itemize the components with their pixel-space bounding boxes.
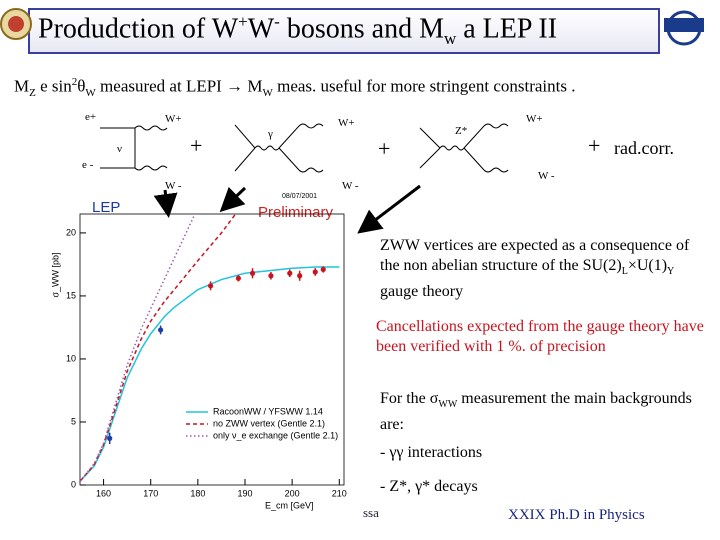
title-text: a LEP II bbox=[456, 13, 558, 45]
data-point bbox=[320, 266, 326, 273]
sub: L bbox=[621, 266, 628, 278]
text: gauge theory bbox=[380, 283, 464, 301]
sub: WW bbox=[438, 399, 458, 411]
data-point bbox=[235, 275, 241, 281]
sub: Z bbox=[29, 87, 36, 100]
data-point bbox=[268, 273, 274, 279]
title-text: bosons and M bbox=[279, 13, 444, 45]
x-tick-label: 190 bbox=[237, 488, 252, 498]
text: e sin bbox=[35, 76, 72, 96]
cancellations-text: Cancellations expected from the gauge th… bbox=[376, 318, 704, 355]
title-box bbox=[28, 8, 660, 54]
text: ZWW vertices are expected as a consequen… bbox=[380, 237, 690, 274]
sub: W bbox=[85, 87, 96, 100]
text: measurement the main backgrounds are: bbox=[380, 390, 692, 434]
logo-left bbox=[0, 8, 32, 40]
plus-sign: + bbox=[190, 133, 202, 158]
title-sub: w bbox=[443, 28, 457, 48]
footer-text: ssa bbox=[363, 505, 379, 520]
x-tick-label: 200 bbox=[285, 488, 300, 498]
title-sup: - bbox=[274, 12, 280, 31]
data-point bbox=[207, 283, 214, 289]
plus-sign: + bbox=[378, 136, 390, 161]
y-tick-label: 0 bbox=[71, 479, 76, 489]
data-point bbox=[287, 270, 293, 276]
data-point bbox=[249, 270, 256, 276]
text: meas. useful for more stringent constrai… bbox=[272, 76, 576, 96]
diagram-label: W+ bbox=[165, 113, 182, 125]
data-point bbox=[107, 435, 113, 441]
feynman-diagram bbox=[100, 123, 509, 173]
sub: W bbox=[262, 87, 273, 100]
y-tick-label: 15 bbox=[66, 290, 76, 300]
sup: 2 bbox=[71, 76, 78, 88]
x-tick-label: 180 bbox=[190, 488, 205, 498]
y-tick-label: 5 bbox=[71, 416, 76, 426]
footer-text: XXIX Ph.D in Physics bbox=[508, 507, 645, 523]
diagram-label: W+ bbox=[526, 113, 543, 125]
intro-line: MZ e sin2θW measured at LEPI → MW meas. … bbox=[14, 76, 575, 99]
plot-area bbox=[80, 214, 340, 482]
y-tick-label: 10 bbox=[66, 353, 76, 363]
legend-label: no ZWW vertex (Gentle 2.1) bbox=[213, 418, 325, 428]
legend-label: only ν_e exchange (Gentle 2.1) bbox=[213, 430, 338, 440]
diagram-label: W - bbox=[342, 180, 359, 192]
x-tick-label: 170 bbox=[143, 488, 158, 498]
background-item: - γγ interactions bbox=[380, 444, 483, 461]
data-point bbox=[297, 273, 303, 279]
diagram-label: e - bbox=[82, 159, 94, 171]
logo-right bbox=[664, 10, 704, 46]
x-tick-label: 210 bbox=[332, 488, 347, 498]
text: θ bbox=[77, 76, 86, 96]
diagram-label: W+ bbox=[338, 117, 355, 129]
background-item: - Z*, γ* decays bbox=[380, 478, 478, 495]
arrows bbox=[153, 184, 421, 234]
curve bbox=[80, 214, 237, 482]
text: For the σ bbox=[380, 390, 439, 407]
diagram-label: W - bbox=[165, 180, 182, 192]
text: M bbox=[14, 76, 30, 96]
zww-text: ZWW vertices are expected as a consequen… bbox=[380, 236, 710, 302]
sub: Y bbox=[667, 266, 675, 278]
x-axis-label: E_cm [GeV] bbox=[265, 500, 314, 510]
backgrounds-text: For the σWW measurement the main backgro… bbox=[380, 389, 710, 435]
legend-label: RacoonWW / YFSWW 1.14 bbox=[213, 406, 323, 416]
data-point bbox=[312, 269, 318, 275]
title-text: Produdction of W bbox=[38, 13, 239, 45]
y-tick-label: 20 bbox=[66, 227, 76, 237]
y-axis-label: σ_WW [pb] bbox=[50, 252, 60, 297]
chart-title: LEP bbox=[92, 199, 120, 216]
text: measured at LEPI → M bbox=[95, 76, 263, 96]
curve bbox=[80, 266, 340, 482]
diagram-label: Z* bbox=[455, 125, 467, 137]
text: ×U(1) bbox=[627, 257, 668, 274]
slide-title: Produdction of W+W- bosons and Mw a LEP … bbox=[38, 12, 557, 49]
curve bbox=[80, 214, 196, 482]
diagram-label: W - bbox=[538, 170, 555, 182]
plot-frame bbox=[79, 213, 345, 486]
diagram-label: ν bbox=[117, 143, 122, 155]
diagram-label: e+ bbox=[85, 111, 96, 123]
data-point bbox=[158, 327, 164, 333]
x-tick-label: 160 bbox=[96, 488, 111, 498]
diagram-label: γ bbox=[267, 128, 273, 140]
plus-sign: + bbox=[588, 133, 600, 158]
date: 08/07/2001 bbox=[282, 193, 317, 200]
title-text: W bbox=[247, 13, 275, 45]
title-sup: + bbox=[238, 12, 248, 31]
annotation: Preliminary bbox=[258, 204, 334, 221]
rad-corr: rad.corr. bbox=[614, 138, 674, 158]
